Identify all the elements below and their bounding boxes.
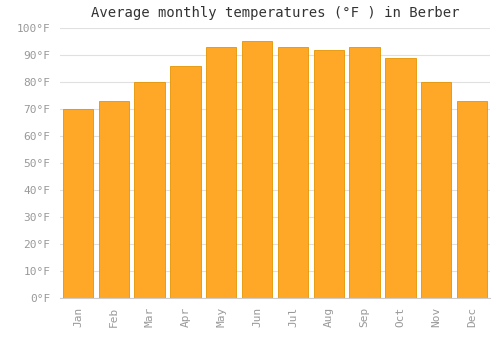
- Bar: [98, 101, 129, 298]
- Bar: [350, 47, 380, 298]
- Bar: [134, 82, 165, 298]
- Bar: [242, 42, 272, 298]
- Bar: [385, 58, 416, 298]
- Title: Average monthly temperatures (°F ) in Berber: Average monthly temperatures (°F ) in Be…: [91, 6, 459, 20]
- Bar: [206, 47, 236, 298]
- Bar: [278, 47, 308, 298]
- Bar: [457, 101, 488, 298]
- Bar: [170, 66, 200, 297]
- Bar: [314, 50, 344, 298]
- Bar: [421, 82, 452, 298]
- Bar: [62, 109, 93, 298]
